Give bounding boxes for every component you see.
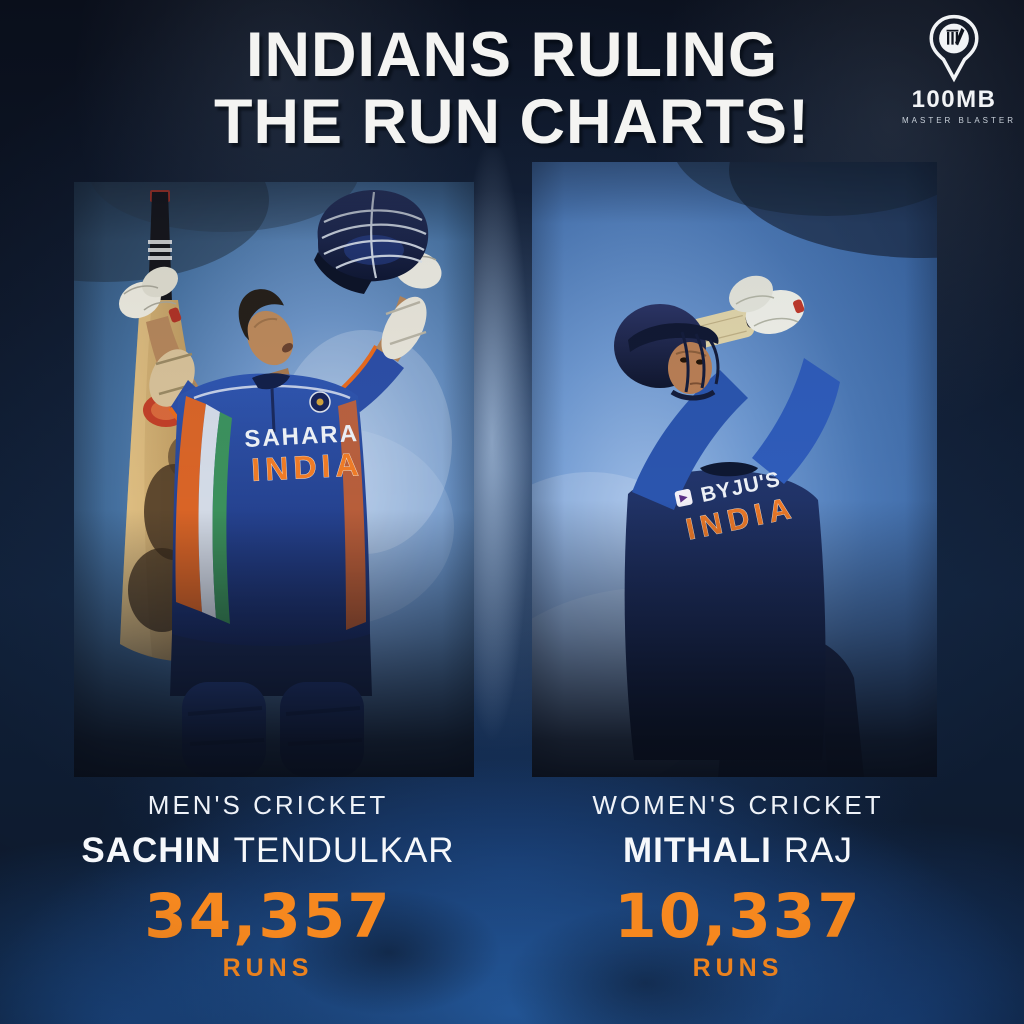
batting-gloves: [118, 266, 182, 323]
cricket-helmet: [314, 190, 429, 294]
player-first-name: SACHIN: [81, 831, 222, 870]
jersey-sponsor-text: SAHARA: [244, 420, 360, 453]
brand-logo: 100MB MASTER BLASTER: [902, 14, 1017, 125]
title-line-1: INDIANS RULING: [246, 20, 778, 90]
cricket-stumps-icon: [946, 29, 959, 45]
stat-block-women: WOMEN'S CRICKET MITHALI RAJ 10,337 RUNS: [518, 790, 958, 983]
player-first-name: MITHALI: [622, 831, 772, 870]
photo-mithali-raj: BYJU'S INDIA: [532, 162, 937, 777]
jersey-torso: [624, 469, 826, 760]
player-last-name: RAJ: [783, 831, 854, 870]
category-label: WOMEN'S CRICKET: [592, 790, 884, 820]
mithali-illustration: BYJU'S INDIA: [532, 162, 937, 777]
jersey-country-text: INDIA: [251, 446, 365, 488]
runs-value: 10,337: [614, 881, 862, 952]
brand-tagline: MASTER BLASTER: [902, 116, 1017, 125]
title-line-2: THE RUN CHARTS!: [214, 87, 810, 158]
arms: [632, 358, 840, 510]
runs-value: 34,357: [144, 881, 392, 952]
runs-label: RUNS: [222, 954, 314, 982]
page-title: INDIANS RULING THE RUN CHARTS!: [0, 20, 1024, 158]
sachin-figure: SAHARA INDIA: [118, 190, 442, 777]
cricket-helmet: [614, 304, 720, 401]
category-label: MEN'S CRICKET: [147, 790, 389, 820]
stat-block-men: MEN'S CRICKET SACHIN TENDULKAR 34,357 RUN…: [38, 790, 498, 983]
lower-body: [170, 634, 372, 777]
runs-label: RUNS: [692, 954, 784, 982]
mithali-figure: BYJU'S INDIA: [614, 275, 864, 777]
location-pin-cricket-icon: [929, 14, 979, 83]
batting-gloves: [729, 275, 805, 335]
jersey: SAHARA INDIA: [172, 373, 370, 650]
player-face: [668, 342, 712, 394]
sachin-illustration: SAHARA INDIA: [74, 182, 474, 777]
player-name: MITHALI RAJ: [518, 831, 958, 871]
photo-sachin-tendulkar: SAHARA INDIA: [74, 182, 474, 777]
player-name: SACHIN TENDULKAR: [38, 831, 498, 871]
player-last-name: TENDULKAR: [233, 831, 455, 870]
brand-name: 100MB: [911, 86, 997, 113]
cricket-bat-icon: [955, 27, 965, 46]
